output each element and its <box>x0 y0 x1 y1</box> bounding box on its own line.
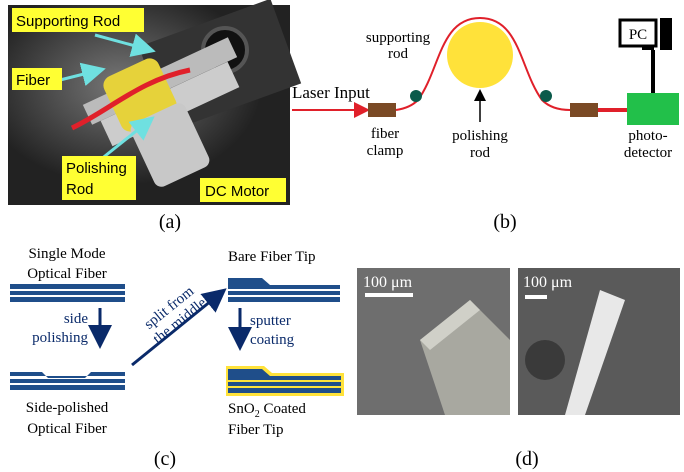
panel-c: Single Mode Optical Fiber side polishing… <box>10 246 344 470</box>
caption: (d) <box>515 448 538 470</box>
label: Rod <box>66 181 94 198</box>
label: Fiber <box>16 72 50 89</box>
label: Single Mode <box>28 246 105 262</box>
label: side <box>64 311 89 327</box>
label: Polishing <box>66 160 127 177</box>
caption: (a) <box>159 211 181 233</box>
label: rod <box>470 145 490 161</box>
label: DC Motor <box>205 183 269 200</box>
shape <box>228 278 340 289</box>
label: rod <box>388 46 408 62</box>
scale-label: 100 μm <box>523 274 573 291</box>
shape <box>525 295 547 299</box>
shape <box>228 291 340 295</box>
shape <box>365 293 413 297</box>
label: Bare Fiber Tip <box>228 249 316 265</box>
shape <box>540 90 552 102</box>
label: polishing <box>32 330 88 346</box>
panel-d: 100 μm 100 μm (d) <box>357 268 680 470</box>
label: photo- <box>628 128 667 144</box>
label-part: SnO <box>228 401 255 417</box>
shape <box>570 103 598 117</box>
label: PC <box>629 27 647 43</box>
label: polishing <box>452 128 508 144</box>
shape <box>10 291 125 295</box>
shape <box>642 46 654 50</box>
shape <box>10 379 125 383</box>
shape <box>228 388 341 393</box>
panel-a: Supporting Rod Fiber Polishing Rod DC Mo… <box>8 0 301 233</box>
label: supporting <box>366 30 431 46</box>
shape: split from the middle <box>140 282 211 348</box>
label: Supporting Rod <box>16 13 120 30</box>
shape <box>627 93 679 125</box>
shape <box>368 103 396 117</box>
caption: (b) <box>493 211 516 233</box>
label: clamp <box>367 143 404 159</box>
label: sputter <box>250 313 291 329</box>
shape <box>447 22 513 88</box>
label: Optical Fiber <box>27 421 107 437</box>
label: Laser Input <box>292 83 370 102</box>
shape <box>10 385 125 390</box>
figure: Supporting Rod Fiber Polishing Rod DC Mo… <box>0 0 684 472</box>
panel-b: Laser Input PC supporting rod fiber clam… <box>292 18 679 233</box>
shape <box>660 18 672 50</box>
caption: (c) <box>154 448 176 470</box>
label-part: Coated <box>260 401 307 417</box>
label: Side-polished <box>26 400 109 416</box>
shape <box>525 340 565 380</box>
label: fiber <box>371 126 399 142</box>
label: detector <box>624 145 672 161</box>
scale-label: 100 μm <box>363 274 413 291</box>
label: Optical Fiber <box>27 266 107 282</box>
shape <box>410 90 422 102</box>
label: coating <box>250 332 295 348</box>
shape <box>10 284 125 289</box>
label: Fiber Tip <box>228 422 283 438</box>
shape <box>228 382 341 386</box>
label: SnO2 Coated <box>228 401 306 420</box>
shape <box>10 372 125 378</box>
shape <box>228 297 340 302</box>
shape <box>10 297 125 302</box>
